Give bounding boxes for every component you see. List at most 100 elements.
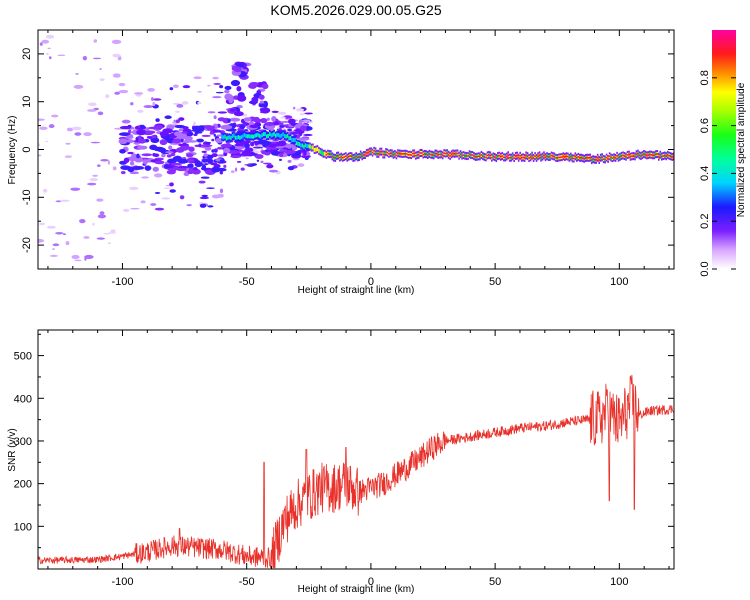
ridge-core	[355, 155, 357, 157]
ridge-core	[669, 155, 672, 157]
ridge-mid	[265, 134, 268, 139]
ridge-core	[413, 152, 416, 155]
spectrogram-cell	[103, 232, 111, 235]
spectrogram-cell	[147, 88, 155, 92]
spectrogram-cell	[152, 98, 162, 101]
spectrogram-cell	[179, 195, 185, 200]
snr-xtick-label: -50	[239, 576, 255, 588]
ridge-mid	[306, 144, 308, 149]
ridge-mid	[279, 134, 281, 139]
spectrogram-cell	[244, 142, 250, 149]
ridge-core	[461, 154, 463, 157]
spectrogram-cell	[185, 153, 194, 158]
ridge-core	[400, 152, 402, 155]
spectrogram-cell	[193, 133, 198, 137]
spectrogram-cell	[212, 96, 222, 99]
ridge-core	[398, 152, 401, 155]
ridge-core	[567, 155, 569, 158]
ridge-core	[428, 153, 431, 155]
spectrogram-cell	[172, 168, 177, 173]
spectrogram-cell	[193, 166, 198, 171]
ridge-mid	[257, 132, 259, 137]
spectrogram-cell	[161, 197, 171, 200]
ridge-core	[531, 154, 533, 157]
ridge-core	[425, 153, 428, 155]
ridge-core	[330, 153, 332, 155]
spectrogram-cell	[65, 241, 70, 246]
ridge-mid	[322, 151, 325, 156]
snr-ytick-label: 400	[14, 393, 32, 405]
ridge-core	[467, 155, 469, 157]
ridge-core	[544, 156, 547, 158]
spectrogram-cell	[253, 150, 260, 154]
ridge-mid	[291, 138, 293, 143]
ridge-core	[422, 153, 425, 156]
spectrogram-cell	[118, 132, 131, 136]
spectrogram-cell	[107, 242, 112, 245]
ridge-core	[441, 154, 444, 157]
ridge-core	[649, 153, 651, 156]
spectrogram-cell	[308, 121, 313, 124]
ridge-core	[547, 156, 550, 158]
spectrogram-cell	[159, 139, 168, 146]
spectrogram-cell	[194, 130, 199, 135]
ridge-core	[435, 152, 438, 155]
spectrogram-cell	[252, 146, 263, 149]
spectrogram-xlabel: Height of straight line (km)	[298, 285, 415, 296]
ridge-mid	[258, 133, 261, 138]
spectrogram-cell	[227, 149, 239, 154]
spectrogram-cell	[210, 129, 214, 135]
ridge-core	[523, 157, 526, 159]
ridge-core	[377, 153, 380, 155]
spectrogram-cell	[38, 118, 45, 121]
spectrogram-cell	[245, 157, 249, 160]
spectrogram-cell	[75, 73, 79, 75]
spectrogram-cell	[244, 147, 254, 153]
ridge-mid	[228, 135, 231, 140]
spectrogram-cell	[212, 76, 219, 80]
spectrogram-cell	[128, 186, 139, 191]
spectrogram-cell	[127, 151, 134, 155]
ridge-mid	[243, 132, 246, 137]
ridge-mid	[274, 133, 277, 138]
ridge-core	[660, 155, 663, 158]
spectrogram-cell	[189, 163, 194, 168]
ridge-core	[327, 152, 329, 155]
spectrogram-cell	[134, 92, 144, 95]
ridge-mid	[288, 136, 290, 141]
spectrogram-cell	[87, 109, 97, 112]
spectrogram-cell	[251, 96, 259, 103]
ridge-core	[604, 158, 606, 161]
spectrogram-cell	[112, 166, 117, 171]
ridge-core	[438, 153, 441, 156]
spectrogram-cell	[206, 141, 211, 145]
spectrogram-cell	[164, 137, 175, 141]
ridge-core	[584, 157, 587, 159]
spectrogram-cell	[47, 47, 51, 50]
ridge-core	[625, 155, 627, 158]
spectrogram-cell	[236, 160, 242, 163]
ridge-core	[507, 154, 510, 157]
spectrogram-cell	[219, 85, 224, 89]
ridge-core	[382, 153, 384, 156]
spectrogram-cell	[141, 153, 153, 157]
spectrogram-cell	[266, 164, 274, 169]
spectrogram-cell	[198, 180, 206, 184]
ridge-core	[549, 156, 551, 158]
spectrogram-cell	[197, 91, 202, 93]
spectrogram-cell	[87, 182, 97, 186]
ridge-core	[653, 154, 656, 157]
ridge-core	[644, 153, 647, 156]
spectrogram-cell	[217, 154, 226, 157]
spectrogram-cell	[268, 149, 275, 153]
ridge-core	[652, 154, 654, 157]
ridge-core	[483, 156, 486, 158]
ridge-core	[628, 153, 630, 156]
ridge-mid	[309, 144, 311, 149]
ridge-core	[416, 154, 419, 156]
spectrogram-cell	[140, 200, 146, 204]
spectrogram-cell	[174, 110, 180, 113]
spectrogram-cell	[46, 52, 49, 56]
spectrogram-cell	[278, 158, 282, 161]
